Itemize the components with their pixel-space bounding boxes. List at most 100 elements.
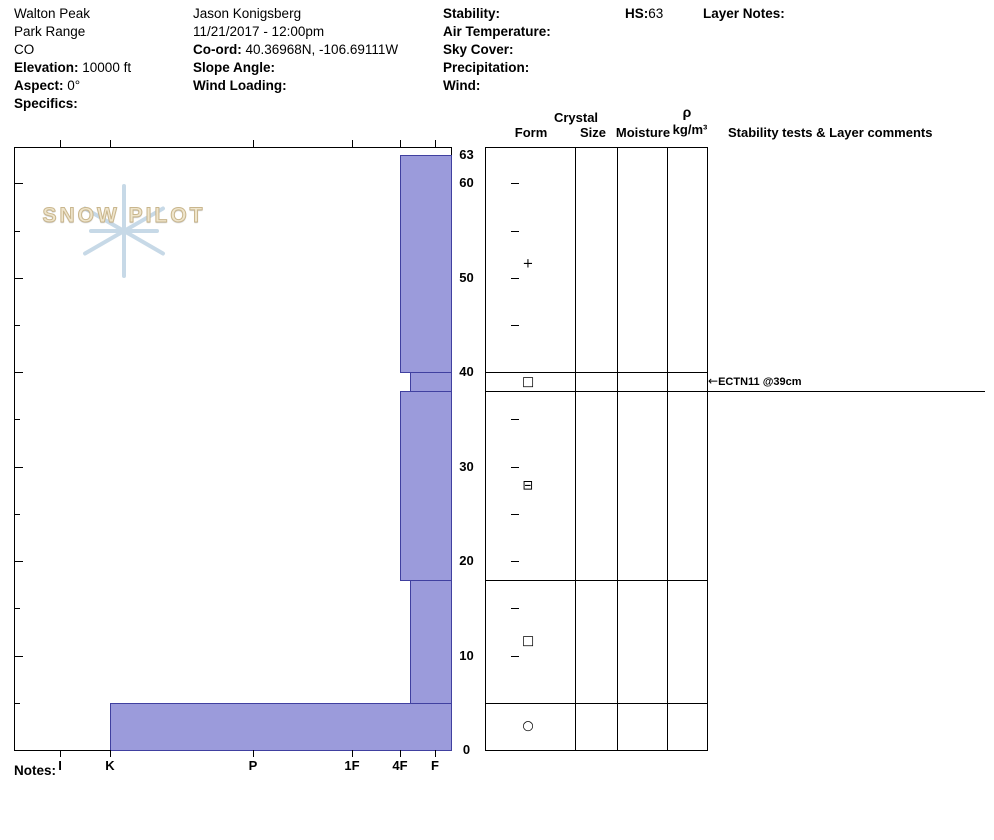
hardness-tick-label: P xyxy=(248,758,258,773)
snowpilot-logo-text: SNOW PILOT xyxy=(42,204,206,228)
form-axis-tick xyxy=(511,466,519,468)
coordinates-row: Co-ord: 40.36968N, -106.69111W xyxy=(193,41,398,59)
rounds-symbol: ○ xyxy=(522,718,534,734)
wind-label: Wind: xyxy=(443,78,481,93)
elevation-row: Elevation: 10000 ft xyxy=(14,59,131,77)
depth-minor-tick xyxy=(15,183,23,185)
comments-header: Stability tests & Layer comments xyxy=(728,125,933,140)
location-range: Park Range xyxy=(14,24,86,39)
wind-loading-label: Wind Loading: xyxy=(193,78,287,93)
size-header: Size xyxy=(579,125,607,140)
layer-boundary-line xyxy=(485,391,985,393)
form-axis-tick xyxy=(511,277,519,279)
depth-tick-label: 60 xyxy=(459,175,474,191)
snowpilot-logo: SNOW PILOT xyxy=(38,178,210,284)
density-rho-header: ρ xyxy=(682,104,692,120)
hardness-tick-top xyxy=(60,140,61,147)
depth-minor-tick xyxy=(15,513,20,515)
hardness-tick-top xyxy=(110,140,111,147)
hardness-tick-top xyxy=(435,140,436,147)
depth-minor-tick xyxy=(15,702,20,704)
precipitation-particles-symbol: + xyxy=(522,256,534,272)
form-axis-tick xyxy=(511,702,519,704)
panel-left-border xyxy=(485,147,486,750)
comments-left-border xyxy=(707,147,708,751)
slope-angle-label: Slope Angle: xyxy=(193,60,276,75)
depth-minor-tick xyxy=(15,372,23,374)
hardness-tick-bottom xyxy=(352,750,353,757)
plot-left-border xyxy=(14,147,15,751)
notes-label: Notes: xyxy=(14,763,57,778)
moisture-header: Moisture xyxy=(615,125,671,140)
layer-boundary-line xyxy=(485,580,707,581)
hardness-tick-label: F xyxy=(431,758,439,773)
facets-symbol: □ xyxy=(521,633,535,649)
panel-top-border xyxy=(485,147,707,148)
depth-tick-label: 10 xyxy=(459,647,474,663)
aspect-row: Aspect: 0° xyxy=(14,77,80,95)
snow-layer-bar xyxy=(410,580,452,704)
layer-notes-label: Layer Notes: xyxy=(703,6,785,21)
depth-tick-label: 40 xyxy=(459,364,474,380)
pit-datetime: 11/21/2017 - 12:00pm xyxy=(193,24,325,39)
facets-symbol: □ xyxy=(521,374,535,390)
hardness-tick-bottom xyxy=(60,750,61,757)
panel-bottom-border xyxy=(485,750,708,751)
depth-minor-tick xyxy=(15,655,23,657)
depth-tick-label: 50 xyxy=(459,269,474,285)
form-size-divider xyxy=(575,147,576,750)
depth-minor-tick xyxy=(15,325,20,326)
depth-tick-label: 63 xyxy=(459,147,474,162)
elevation-label: Elevation: xyxy=(14,60,79,75)
form-axis-tick xyxy=(511,513,519,515)
form-axis-tick xyxy=(511,655,519,657)
hardness-tick-label: K xyxy=(105,758,115,773)
density-units-header: kg/m³ xyxy=(672,122,708,137)
hardness-tick-bottom xyxy=(400,750,401,757)
aspect-value: 0° xyxy=(67,78,81,93)
size-moisture-divider xyxy=(617,147,618,750)
snow-layer-bar xyxy=(400,155,452,374)
layer-boundary-line xyxy=(485,702,707,704)
specifics-label: Specifics: xyxy=(14,96,78,111)
observer-name: Jason Konigsberg xyxy=(193,6,302,21)
form-axis-tick xyxy=(511,561,519,563)
location-state: CO xyxy=(14,42,35,57)
layer-boundary-line xyxy=(485,372,707,374)
snowflake-arm xyxy=(89,229,159,233)
left-arrow-icon: ← xyxy=(708,373,719,388)
snow-layer-bar xyxy=(110,702,452,751)
coordinates-value: 40.36968N, -106.69111W xyxy=(245,42,399,57)
form-header: Form xyxy=(514,125,548,140)
stability-test-label: ECTN11 @39cm xyxy=(718,375,802,388)
elevation-value: 10000 ft xyxy=(82,60,132,75)
form-axis-tick xyxy=(511,230,519,232)
depth-tick-label: 30 xyxy=(459,458,474,474)
stability-test-annotation: ←ECTN11 @39cm xyxy=(708,374,802,388)
hardness-tick-top xyxy=(253,140,254,147)
depth-minor-tick xyxy=(15,277,23,279)
moisture-density-divider xyxy=(667,147,668,750)
hs-label: HS: xyxy=(625,6,649,21)
depth-minor-tick xyxy=(15,419,20,421)
stability-label: Stability: xyxy=(443,6,501,21)
hardness-tick-top xyxy=(400,140,401,147)
hardness-tick-bottom xyxy=(110,750,111,757)
hs-row: HS:63 xyxy=(625,5,663,23)
hs-value: 63 xyxy=(648,6,664,21)
form-axis-tick xyxy=(511,419,519,421)
plot-top-border xyxy=(14,147,452,148)
depth-tick-label: 20 xyxy=(459,553,474,569)
form-axis-tick xyxy=(511,372,519,374)
hardness-tick-label: 1F xyxy=(344,758,360,773)
precipitation-label: Precipitation: xyxy=(443,60,530,75)
snowflake-icon xyxy=(38,178,210,284)
sky-cover-label: Sky Cover: xyxy=(443,42,514,57)
snow-layer-bar xyxy=(410,372,452,393)
depth-minor-tick xyxy=(15,230,20,232)
air-temp-label: Air Temperature: xyxy=(443,24,551,39)
coordinates-label: Co-ord: xyxy=(193,42,242,57)
form-axis-tick xyxy=(511,608,519,610)
crystal-header: Crystal xyxy=(553,110,599,125)
